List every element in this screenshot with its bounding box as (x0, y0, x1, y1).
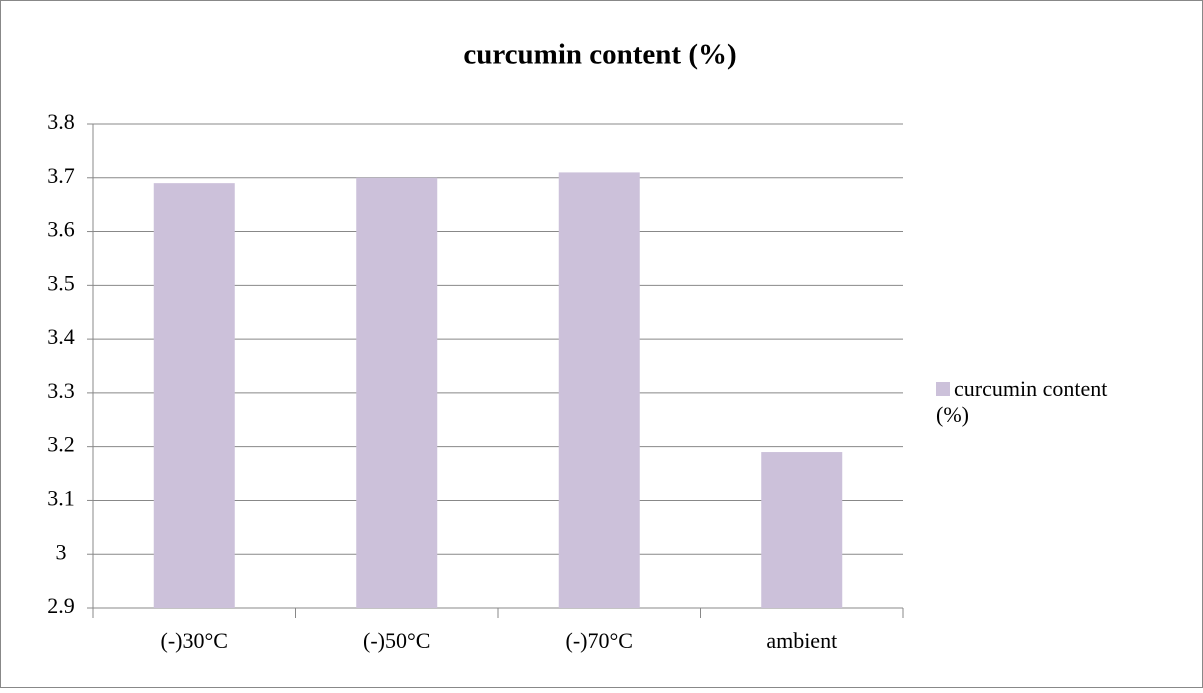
y-tick-label: 3 (56, 539, 67, 564)
chart-title: curcumin content (%) (463, 39, 736, 71)
bar (761, 452, 843, 608)
x-tick-label: (-)70°C (566, 628, 633, 653)
bar (558, 172, 640, 608)
legend-swatch (936, 382, 950, 396)
legend: curcumin content (%) (936, 376, 1126, 428)
x-tick-label: ambient (766, 628, 837, 653)
y-tick-label: 3.7 (47, 163, 75, 188)
y-tick-label: 3.8 (47, 109, 75, 134)
x-tick-label: (-)50°C (363, 628, 430, 653)
bar (153, 183, 235, 608)
legend-label: curcumin content (%) (936, 376, 1108, 427)
y-tick-label: 3.1 (47, 485, 75, 510)
y-tick-label: 3.2 (47, 432, 75, 457)
y-tick-label: 3.6 (47, 217, 75, 242)
y-tick-label: 3.4 (47, 324, 75, 349)
bar (356, 177, 438, 608)
x-tick-label: (-)30°C (161, 628, 228, 653)
y-tick-label: 2.9 (47, 593, 75, 618)
y-tick-label: 3.3 (47, 378, 75, 403)
y-tick-label: 3.5 (47, 270, 75, 295)
